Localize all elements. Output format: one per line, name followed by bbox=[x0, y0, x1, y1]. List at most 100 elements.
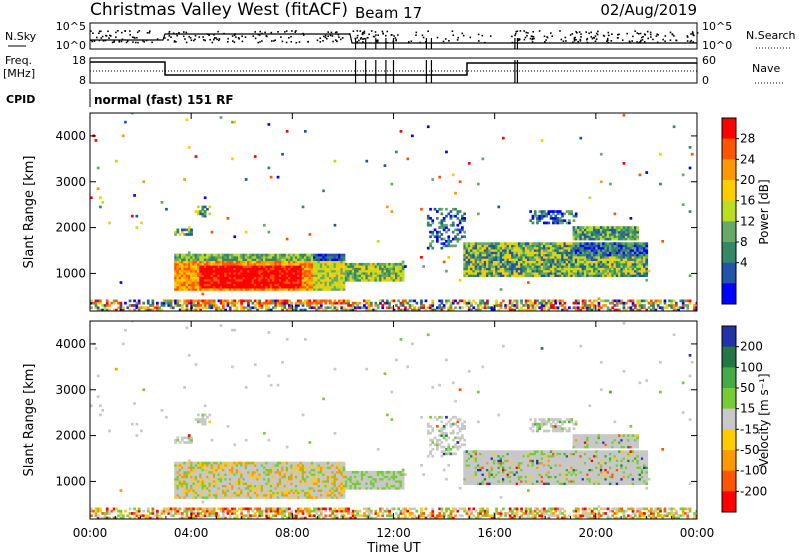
power-cell bbox=[636, 300, 639, 303]
power-cell bbox=[591, 251, 594, 254]
power-cell bbox=[422, 306, 425, 309]
power-cell bbox=[370, 274, 373, 277]
power-cell bbox=[306, 281, 309, 284]
power-cell bbox=[643, 249, 646, 252]
power-cell bbox=[236, 281, 239, 284]
power-cell bbox=[586, 238, 589, 241]
power-cell bbox=[595, 263, 598, 266]
power-cell bbox=[377, 263, 380, 266]
velocity-cell bbox=[186, 485, 189, 488]
nsky-point bbox=[551, 35, 553, 37]
power-cell bbox=[609, 258, 612, 261]
power-cell bbox=[252, 306, 255, 309]
power-cell bbox=[557, 274, 560, 277]
power-cell bbox=[488, 258, 491, 261]
velocity-cell bbox=[215, 471, 218, 474]
power-cell bbox=[454, 215, 457, 218]
power-cell bbox=[598, 265, 601, 268]
velocity-cell bbox=[186, 512, 189, 515]
power-cell bbox=[331, 263, 334, 266]
velocity-cell bbox=[186, 441, 189, 444]
power-cell bbox=[363, 279, 366, 282]
power-cell bbox=[290, 265, 293, 268]
power-cell bbox=[227, 284, 230, 287]
power-cell bbox=[286, 302, 289, 305]
velocity-cell bbox=[211, 462, 214, 465]
power-cell bbox=[329, 268, 332, 271]
velocity-cell bbox=[179, 441, 182, 444]
power-cell bbox=[249, 265, 252, 268]
power-cell bbox=[297, 286, 300, 289]
velocity-cell bbox=[174, 512, 177, 515]
velocity-cell bbox=[177, 471, 180, 474]
power-cell bbox=[632, 261, 635, 264]
power-cell bbox=[395, 277, 398, 280]
power-cell bbox=[623, 256, 626, 259]
power-cell bbox=[427, 222, 430, 225]
power-cell bbox=[454, 306, 457, 309]
power-cell bbox=[639, 261, 642, 264]
power-cell bbox=[445, 208, 448, 211]
power-cell bbox=[240, 281, 243, 284]
velocity-cell bbox=[188, 471, 191, 474]
power-cell bbox=[591, 263, 594, 266]
power-cell bbox=[263, 270, 266, 273]
velocity-cell bbox=[206, 462, 209, 465]
nsky-point bbox=[367, 37, 369, 39]
power-cell bbox=[591, 274, 594, 277]
power-cell bbox=[320, 265, 323, 268]
power-cell bbox=[472, 306, 475, 309]
power-cell bbox=[513, 274, 516, 277]
power-cell bbox=[445, 151, 448, 154]
power-cell bbox=[204, 258, 207, 261]
power-cell bbox=[183, 279, 186, 282]
power-cell bbox=[406, 302, 409, 305]
velocity-cell bbox=[197, 418, 200, 421]
power-cell bbox=[559, 261, 562, 264]
velocity-cell bbox=[220, 471, 223, 474]
velocity-cell bbox=[117, 510, 120, 513]
nsky-point bbox=[336, 31, 338, 33]
power-cell bbox=[311, 270, 314, 273]
power-cell bbox=[331, 265, 334, 268]
power-cell bbox=[347, 270, 350, 273]
power-cell bbox=[511, 242, 514, 245]
power-cell bbox=[616, 261, 619, 264]
nsky-point bbox=[697, 32, 699, 34]
power-cell bbox=[213, 270, 216, 273]
power-cell bbox=[272, 281, 275, 284]
power-cell bbox=[607, 247, 610, 250]
power-cell bbox=[470, 249, 473, 252]
power-cell bbox=[334, 160, 337, 163]
power-cell bbox=[552, 300, 555, 303]
power-cell bbox=[293, 281, 296, 284]
power-cell bbox=[559, 265, 562, 268]
power-cell bbox=[268, 258, 271, 261]
power-cell bbox=[261, 288, 264, 291]
power-cell bbox=[395, 274, 398, 277]
velocity-cell bbox=[174, 464, 177, 467]
power-cell bbox=[245, 281, 248, 284]
nsky-point bbox=[520, 30, 522, 32]
power-cell bbox=[272, 265, 275, 268]
velocity-cell bbox=[197, 494, 200, 497]
power-cell bbox=[579, 254, 582, 257]
power-cell bbox=[181, 284, 184, 287]
power-cell bbox=[195, 258, 198, 261]
power-cell bbox=[222, 274, 225, 277]
nsky-point bbox=[117, 30, 119, 32]
velocity-cell bbox=[186, 489, 189, 492]
power-cell bbox=[575, 270, 578, 273]
power-cell bbox=[479, 270, 482, 273]
power-cell bbox=[340, 286, 343, 289]
power-cell bbox=[618, 229, 621, 232]
power-cell bbox=[281, 270, 284, 273]
power-cell bbox=[463, 268, 466, 271]
power-cell bbox=[368, 306, 371, 309]
nsky-point bbox=[544, 41, 546, 43]
power-cell bbox=[659, 300, 662, 303]
power-cell bbox=[559, 300, 562, 303]
colorbar-tick-label: 24 bbox=[740, 152, 755, 166]
velocity-cell bbox=[186, 471, 189, 474]
power-cell bbox=[288, 286, 291, 289]
